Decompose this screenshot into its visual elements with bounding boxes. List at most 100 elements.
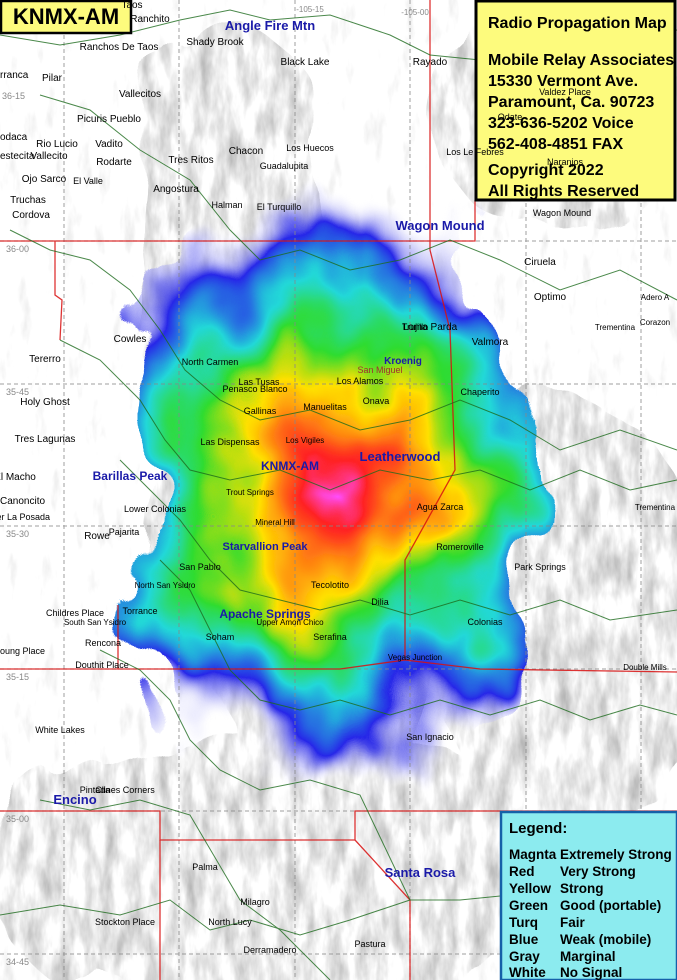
svg-text:Starvallion Peak: Starvallion Peak	[223, 541, 309, 553]
svg-text:Weak (mobile): Weak (mobile)	[560, 932, 651, 947]
svg-text:Rencona: Rencona	[85, 638, 121, 648]
svg-text:San Ignacio: San Ignacio	[406, 732, 454, 742]
svg-text:Los Huecos: Los Huecos	[286, 143, 334, 153]
svg-text:North San Ysidro: North San Ysidro	[135, 581, 196, 590]
svg-text:Rio Lucio: Rio Lucio	[36, 139, 78, 150]
svg-text:Black Lake: Black Lake	[281, 57, 330, 68]
svg-text:Trujillo: Trujillo	[402, 322, 428, 332]
svg-text:Tres Lagunas: Tres Lagunas	[15, 434, 76, 445]
svg-text:Leatherwood: Leatherwood	[360, 449, 441, 464]
svg-text:Blue: Blue	[509, 932, 539, 947]
svg-text:Mineral Hill: Mineral Hill	[255, 518, 295, 527]
svg-text:Upper Amon Chico: Upper Amon Chico	[256, 618, 324, 627]
svg-text:Encino: Encino	[53, 792, 96, 807]
svg-text:White: White	[509, 965, 546, 980]
svg-text:562-408-4851 FAX: 562-408-4851 FAX	[488, 136, 624, 153]
svg-text:Los Vigiles: Los Vigiles	[286, 436, 325, 445]
svg-text:-105-00: -105-00	[401, 8, 429, 17]
svg-text:Vegas Junction: Vegas Junction	[388, 653, 442, 662]
svg-text:Lower La Posada: Lower La Posada	[0, 512, 50, 522]
svg-text:Douthit Place: Douthit Place	[75, 660, 129, 670]
svg-text:Angle Fire Mtn: Angle Fire Mtn	[225, 18, 315, 33]
svg-text:Milagro: Milagro	[240, 897, 270, 907]
svg-text:36-15: 36-15	[2, 91, 25, 101]
svg-text:Clines Corners: Clines Corners	[95, 785, 155, 795]
svg-text:San Pablo: San Pablo	[179, 562, 221, 572]
svg-text:Good (portable): Good (portable)	[560, 898, 661, 913]
svg-text:No Signal: No Signal	[560, 965, 622, 980]
svg-text:Tres Ritos: Tres Ritos	[168, 155, 213, 166]
svg-text:Ranchito: Ranchito	[130, 14, 170, 25]
svg-text:Childres Place: Childres Place	[46, 608, 104, 618]
svg-text:Las Tusas: Las Tusas	[238, 377, 280, 387]
svg-text:oung Place: oung Place	[0, 646, 45, 656]
svg-text:Valdez Place: Valdez Place	[539, 87, 591, 97]
svg-text:Manuelitas: Manuelitas	[303, 402, 347, 412]
svg-text:Vadito: Vadito	[95, 139, 123, 150]
svg-text:Pastura: Pastura	[354, 939, 385, 949]
svg-text:Onava: Onava	[363, 396, 390, 406]
svg-text:Wagon Mound: Wagon Mound	[533, 208, 591, 218]
svg-text:Fair: Fair	[560, 915, 586, 930]
svg-text:Las Dispensas: Las Dispensas	[200, 437, 260, 447]
svg-text:Park Springs: Park Springs	[514, 562, 566, 572]
svg-text:Pilar: Pilar	[42, 73, 63, 84]
svg-text:Picuris Pueblo: Picuris Pueblo	[77, 114, 141, 125]
svg-text:Tererro: Tererro	[29, 354, 61, 365]
svg-text:Yellow: Yellow	[509, 881, 552, 896]
svg-text:Copyright 2022: Copyright 2022	[488, 162, 604, 179]
svg-text:Truchas: Truchas	[10, 195, 46, 206]
svg-text:Cordova: Cordova	[12, 210, 50, 221]
svg-text:35-15: 35-15	[6, 672, 29, 682]
svg-text:Turq: Turq	[509, 915, 538, 930]
svg-text:North Lucy: North Lucy	[208, 917, 252, 927]
svg-text:KNMX-AM: KNMX-AM	[13, 4, 119, 29]
svg-text:Green: Green	[509, 898, 548, 913]
svg-text:Magnta: Magnta	[509, 847, 557, 862]
svg-text:Soham: Soham	[206, 632, 235, 642]
svg-text:Palma: Palma	[192, 862, 218, 872]
svg-text:Radio Propagation Map: Radio Propagation Map	[488, 15, 667, 32]
svg-text:All Rights Reserved: All Rights Reserved	[488, 183, 639, 200]
svg-text:34-45: 34-45	[6, 957, 29, 967]
svg-text:35-45: 35-45	[6, 387, 29, 397]
svg-text:Ojo Sarco: Ojo Sarco	[22, 174, 67, 185]
svg-text:Colonias: Colonias	[467, 617, 503, 627]
svg-text:Red: Red	[509, 864, 535, 879]
svg-text:Naranjos: Naranjos	[547, 157, 584, 167]
svg-text:-105-15: -105-15	[296, 5, 324, 14]
svg-text:Adero A: Adero A	[641, 293, 670, 302]
svg-text:Trout Springs: Trout Springs	[226, 488, 274, 497]
svg-text:Rodarte: Rodarte	[96, 157, 132, 168]
svg-text:Trementina: Trementina	[595, 323, 636, 332]
svg-text:Derramadero: Derramadero	[243, 945, 296, 955]
svg-text:Chaperito: Chaperito	[460, 387, 499, 397]
svg-text:Los Le Febres: Los Le Febres	[446, 147, 504, 157]
svg-text:Rayado: Rayado	[413, 57, 448, 68]
svg-text:odaca: odaca	[0, 132, 28, 143]
svg-text:Angostura: Angostura	[153, 184, 199, 195]
svg-text:Holy Ghost: Holy Ghost	[20, 397, 70, 408]
svg-text:Pajarita: Pajarita	[109, 527, 140, 537]
svg-text:El Turquillo: El Turquillo	[257, 202, 302, 212]
svg-text:Chacon: Chacon	[229, 146, 263, 157]
svg-text:Shady Brook: Shady Brook	[186, 37, 244, 48]
svg-text:Tecolotito: Tecolotito	[311, 580, 349, 590]
svg-text:Trementina: Trementina	[635, 503, 676, 512]
svg-text:Double Mills: Double Mills	[623, 663, 667, 672]
svg-text:North Carmen: North Carmen	[182, 357, 239, 367]
svg-text:36-00: 36-00	[6, 244, 29, 254]
svg-text:Serafina: Serafina	[313, 632, 347, 642]
svg-text:Halman: Halman	[211, 200, 242, 210]
svg-text:Vallecito: Vallecito	[30, 151, 67, 162]
svg-text:35-00: 35-00	[6, 814, 29, 824]
svg-text:Romeroville: Romeroville	[436, 542, 484, 552]
svg-text:Rowe: Rowe	[84, 531, 110, 542]
svg-text:Cowles: Cowles	[114, 334, 147, 345]
svg-text:Los Alamos: Los Alamos	[337, 376, 384, 386]
svg-text:Extremely Strong: Extremely Strong	[560, 847, 672, 862]
svg-text:Strong: Strong	[560, 881, 604, 896]
svg-text:Torrance: Torrance	[122, 606, 157, 616]
svg-text:White Lakes: White Lakes	[35, 725, 85, 735]
svg-text:Vallecitos: Vallecitos	[119, 89, 161, 100]
